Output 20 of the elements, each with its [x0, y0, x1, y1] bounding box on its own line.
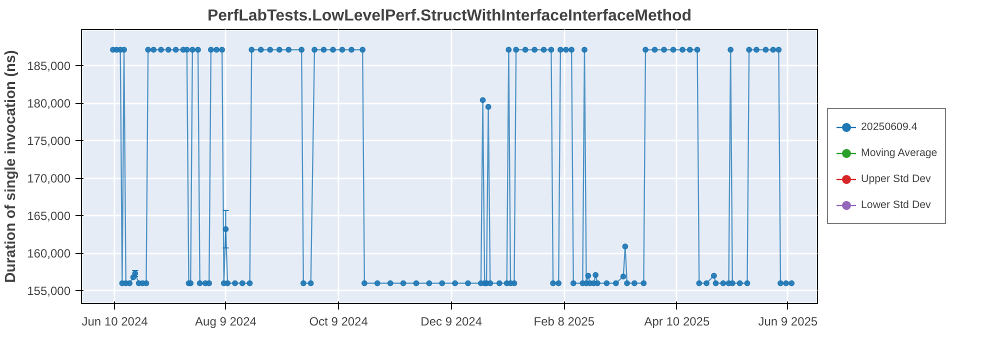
x-tick-label: Oct 9 2024: [309, 314, 368, 328]
x-tick-label: Aug 9 2024: [195, 314, 257, 328]
legend-label: 20250609.4: [861, 120, 918, 132]
y-tick-label: 160,000: [27, 246, 71, 261]
y-axis-title: Duration of single invocation (ns): [3, 50, 20, 283]
y-tick-label: 180,000: [27, 96, 71, 111]
legend-label: Lower Std Dev: [861, 198, 931, 210]
y-tick-label: 170,000: [27, 172, 71, 186]
x-tick-label: Dec 9 2024: [420, 314, 482, 328]
y-tick-label: 185,000: [27, 59, 71, 74]
legend-label: Upper Std Dev: [861, 172, 931, 184]
y-tick-label: 155,000: [27, 284, 71, 298]
chart-title: PerfLabTests.LowLevelPerf.StructWithInterfaceInterfaceMethod: [207, 8, 692, 24]
y-tick-label: 165,000: [27, 209, 71, 224]
x-tick-label: Jun 10 2024: [82, 314, 148, 328]
x-tick-label: Jun 9 2025: [758, 314, 818, 328]
x-tick-label: Apr 10 2025: [644, 314, 710, 328]
legend-label: Moving Average: [861, 146, 938, 158]
y-tick-label: 175,000: [27, 134, 71, 148]
x-tick-label: Feb 8 2025: [534, 314, 595, 328]
